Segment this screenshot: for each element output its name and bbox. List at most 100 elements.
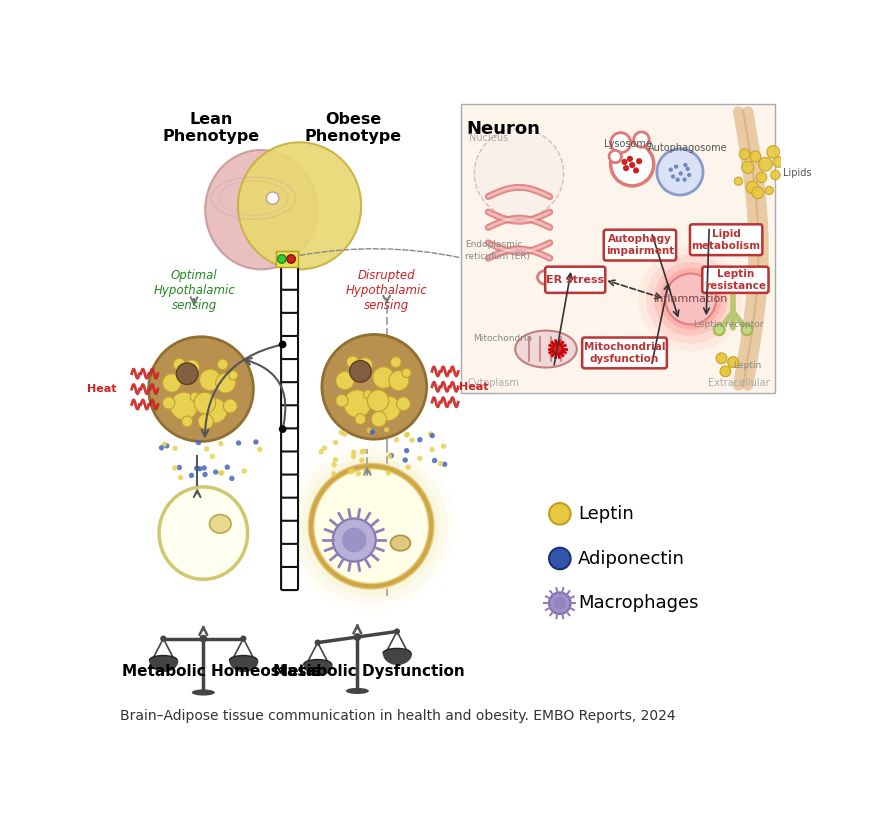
Circle shape: [713, 324, 724, 335]
Circle shape: [235, 440, 241, 446]
Circle shape: [726, 357, 738, 368]
Circle shape: [189, 473, 194, 478]
Text: ER stress: ER stress: [546, 275, 604, 285]
Circle shape: [656, 149, 702, 195]
Circle shape: [224, 465, 229, 470]
Circle shape: [350, 453, 355, 459]
Circle shape: [660, 268, 720, 330]
Circle shape: [553, 597, 566, 609]
Circle shape: [294, 449, 448, 603]
Circle shape: [749, 151, 760, 162]
Circle shape: [332, 440, 338, 445]
Text: Adiponectin: Adiponectin: [578, 550, 685, 568]
Circle shape: [773, 157, 783, 167]
FancyBboxPatch shape: [276, 252, 298, 266]
Ellipse shape: [382, 649, 410, 658]
Circle shape: [653, 262, 726, 336]
Circle shape: [610, 132, 630, 153]
Text: Metabolic Dysfunction: Metabolic Dysfunction: [272, 664, 464, 679]
Circle shape: [315, 640, 321, 645]
Circle shape: [385, 471, 391, 475]
Circle shape: [331, 471, 336, 476]
Circle shape: [331, 462, 336, 467]
Circle shape: [176, 465, 182, 470]
Circle shape: [308, 463, 434, 589]
Circle shape: [633, 167, 639, 173]
Circle shape: [390, 357, 401, 368]
FancyBboxPatch shape: [281, 311, 298, 336]
Circle shape: [437, 461, 442, 467]
Text: Heat: Heat: [87, 384, 116, 394]
FancyBboxPatch shape: [701, 266, 767, 292]
Circle shape: [726, 268, 738, 279]
Text: Nucleus: Nucleus: [468, 133, 507, 144]
Ellipse shape: [303, 659, 331, 669]
Circle shape: [277, 255, 286, 263]
Circle shape: [335, 372, 354, 390]
Circle shape: [318, 449, 323, 454]
FancyBboxPatch shape: [281, 381, 298, 405]
Ellipse shape: [205, 150, 316, 270]
Circle shape: [242, 468, 247, 474]
Circle shape: [746, 181, 758, 194]
Circle shape: [687, 173, 691, 177]
Circle shape: [223, 400, 237, 413]
Circle shape: [628, 162, 634, 168]
Circle shape: [431, 458, 437, 463]
Circle shape: [635, 158, 641, 164]
Circle shape: [375, 396, 400, 421]
Circle shape: [332, 519, 375, 561]
Circle shape: [332, 457, 338, 462]
Text: Lipid
metabolism: Lipid metabolism: [691, 229, 760, 251]
Circle shape: [363, 467, 368, 473]
FancyBboxPatch shape: [281, 450, 298, 475]
Circle shape: [441, 462, 447, 467]
Circle shape: [256, 447, 262, 452]
Ellipse shape: [390, 535, 410, 551]
Circle shape: [733, 177, 742, 185]
Circle shape: [219, 470, 224, 475]
Circle shape: [394, 628, 400, 635]
Circle shape: [177, 475, 183, 480]
Circle shape: [388, 371, 408, 391]
Circle shape: [346, 356, 358, 368]
Text: Metabolic Homeostasis: Metabolic Homeostasis: [123, 664, 321, 679]
Circle shape: [681, 177, 686, 182]
Circle shape: [355, 471, 361, 476]
Circle shape: [758, 158, 772, 171]
Circle shape: [751, 187, 763, 199]
FancyBboxPatch shape: [281, 542, 298, 567]
Circle shape: [670, 174, 674, 179]
Circle shape: [209, 453, 215, 459]
Circle shape: [357, 358, 372, 373]
Text: Lysosome: Lysosome: [604, 139, 652, 149]
Circle shape: [162, 441, 167, 447]
Circle shape: [164, 443, 169, 449]
Circle shape: [322, 334, 426, 440]
Circle shape: [343, 390, 371, 417]
Circle shape: [408, 437, 415, 443]
Text: Optimal
Hypothalamic
sensing: Optimal Hypothalamic sensing: [153, 269, 235, 312]
Circle shape: [765, 186, 773, 194]
Circle shape: [396, 397, 410, 411]
Circle shape: [646, 254, 734, 344]
Circle shape: [673, 164, 678, 169]
Circle shape: [278, 426, 286, 433]
FancyBboxPatch shape: [545, 266, 605, 292]
Circle shape: [349, 468, 355, 474]
Circle shape: [365, 467, 371, 473]
Circle shape: [394, 437, 399, 443]
Circle shape: [335, 395, 348, 407]
Text: Lipids: Lipids: [782, 168, 811, 178]
Circle shape: [553, 346, 561, 353]
FancyBboxPatch shape: [281, 496, 298, 520]
Circle shape: [170, 392, 198, 420]
Circle shape: [441, 444, 446, 449]
FancyBboxPatch shape: [281, 334, 298, 359]
Ellipse shape: [159, 487, 248, 579]
Circle shape: [182, 416, 192, 426]
Circle shape: [278, 341, 286, 348]
Circle shape: [266, 192, 278, 204]
FancyBboxPatch shape: [581, 337, 667, 368]
Circle shape: [405, 465, 410, 470]
